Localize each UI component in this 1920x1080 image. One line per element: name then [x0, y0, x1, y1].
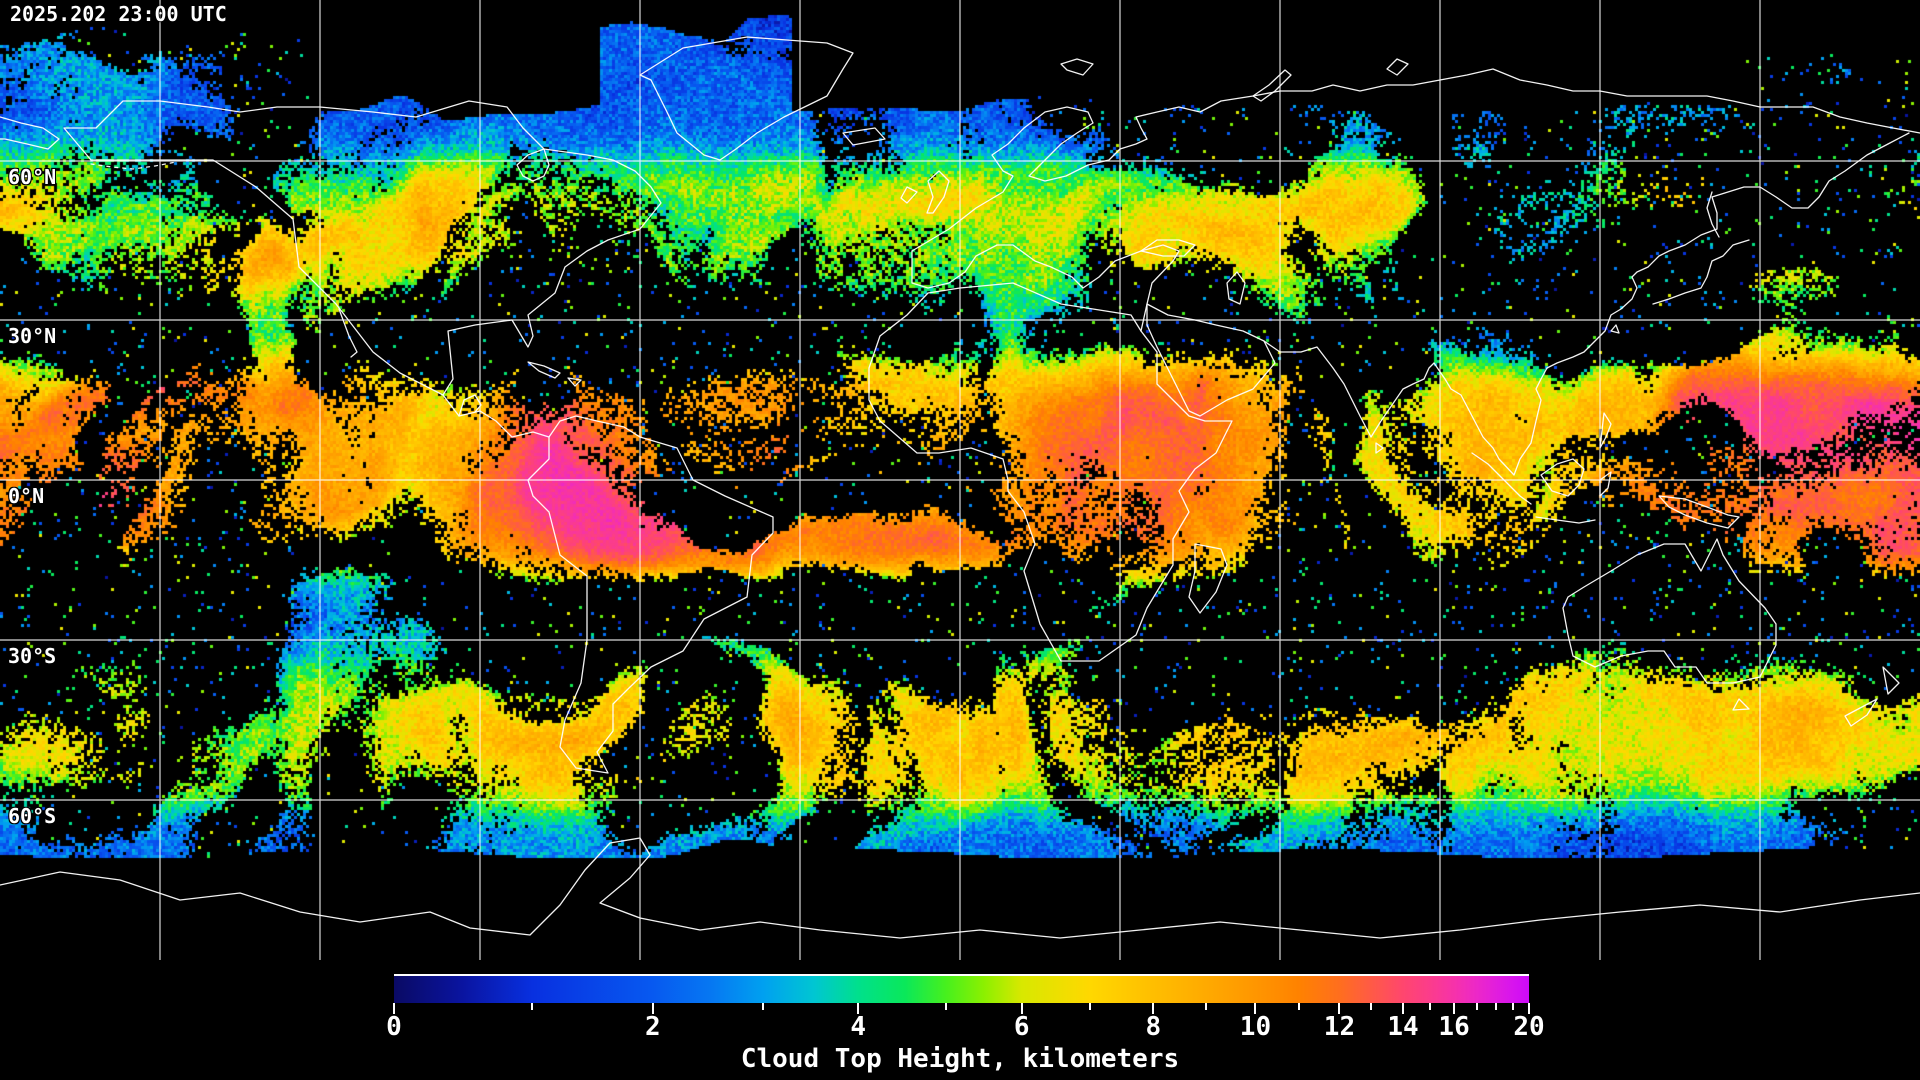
coastline	[1375, 442, 1384, 454]
coastline	[0, 837, 1920, 939]
colorbar-minor-tick	[1512, 1003, 1515, 1010]
coastline	[516, 148, 550, 182]
coastline	[911, 244, 1180, 332]
latitude-label: 60°N	[8, 165, 57, 189]
coastline	[1844, 698, 1878, 727]
coastline	[442, 394, 550, 438]
colorbar-major-tick	[1402, 1003, 1404, 1014]
coastline	[1882, 666, 1900, 695]
coastline	[639, 36, 854, 161]
latitude-label: 30°N	[8, 324, 57, 348]
colorbar-minor-tick	[1429, 1003, 1432, 1010]
colorbar-major-tick	[393, 1003, 395, 1014]
coastline	[842, 127, 886, 146]
coastline	[1599, 412, 1612, 449]
latitude-label: 30°S	[8, 644, 57, 668]
colorbar-major-tick	[1020, 1003, 1023, 1014]
coastline	[911, 68, 1920, 252]
coastline	[90, 161, 177, 170]
coastline	[1732, 698, 1750, 711]
colorbar-tick-label: 12	[1323, 1012, 1356, 1042]
colorbar-minor-tick	[1475, 1003, 1478, 1010]
coastline	[1652, 239, 1750, 305]
colorbar-tick-label: 16	[1438, 1012, 1470, 1042]
colorbar-minor-tick	[1204, 1003, 1207, 1010]
timestamp-label: 2025.202 23:00 UTC	[10, 2, 227, 26]
colorbar-tick-label: 14	[1387, 1012, 1419, 1042]
colorbar-minor-tick	[944, 1003, 947, 1010]
coastlines	[0, 36, 1920, 939]
colorbar-tick-label: 10	[1239, 1012, 1272, 1042]
colorbar-minor-tick	[1297, 1003, 1300, 1010]
colorbar-tick-label: 6	[1013, 1012, 1030, 1042]
coastline	[1706, 191, 1720, 238]
colorbar-tick-label: 8	[1145, 1012, 1162, 1042]
coastline	[1599, 471, 1612, 497]
coastline	[567, 377, 582, 387]
coastline	[0, 116, 60, 150]
coastline	[1658, 495, 1740, 529]
colorbar-tick-label: 2	[644, 1012, 661, 1042]
coastline	[1263, 132, 1910, 476]
coastline	[527, 415, 774, 774]
coastline	[1146, 303, 1276, 417]
colorbar-major-tick	[1453, 1003, 1456, 1014]
latitude-label: 0°N	[8, 484, 45, 508]
coastline	[1226, 271, 1246, 305]
coastline	[868, 282, 1233, 662]
coastline	[1060, 58, 1094, 76]
colorbar-minor-tick	[1088, 1003, 1091, 1010]
colorbar-major-tick	[1338, 1003, 1341, 1014]
colorbar-tick-label: 4	[850, 1012, 867, 1042]
coastline	[900, 186, 918, 204]
colorbar-minor-tick	[1370, 1003, 1373, 1010]
colorbar-minor-tick	[761, 1003, 764, 1010]
colorbar-minor-tick	[531, 1003, 534, 1010]
coastline	[1562, 538, 1777, 684]
coastline	[458, 394, 482, 417]
colorbar-major-tick	[1254, 1003, 1257, 1014]
colorbar-gradient	[394, 976, 1529, 1003]
colorbar-top-border	[394, 974, 1529, 976]
colorbar-minor-tick	[1495, 1003, 1498, 1010]
coastline	[1471, 452, 1532, 505]
latitude-label: 60°S	[8, 804, 57, 828]
coastline	[527, 361, 561, 379]
colorbar-tick-label: 0	[386, 1012, 402, 1042]
map-overlay	[0, 0, 1920, 960]
colorbar-title: Cloud Top Height, kilometers	[740, 1044, 1180, 1074]
coastline	[1535, 516, 1596, 524]
coastline	[1610, 324, 1620, 334]
colorbar-major-tick	[1152, 1003, 1155, 1014]
coastline	[63, 100, 662, 396]
graticule	[0, 0, 1920, 960]
colorbar-major-tick	[651, 1003, 654, 1014]
coastline	[1140, 239, 1196, 257]
coastline	[1386, 58, 1409, 76]
coastline	[338, 308, 358, 358]
coastline	[1252, 69, 1292, 102]
coastline	[926, 170, 950, 214]
colorbar-tick-label: 20	[1513, 1012, 1545, 1042]
coastline	[1188, 543, 1228, 614]
colorbar-major-tick	[1528, 1003, 1530, 1014]
colorbar-major-tick	[857, 1003, 860, 1014]
coastline	[1540, 458, 1585, 497]
